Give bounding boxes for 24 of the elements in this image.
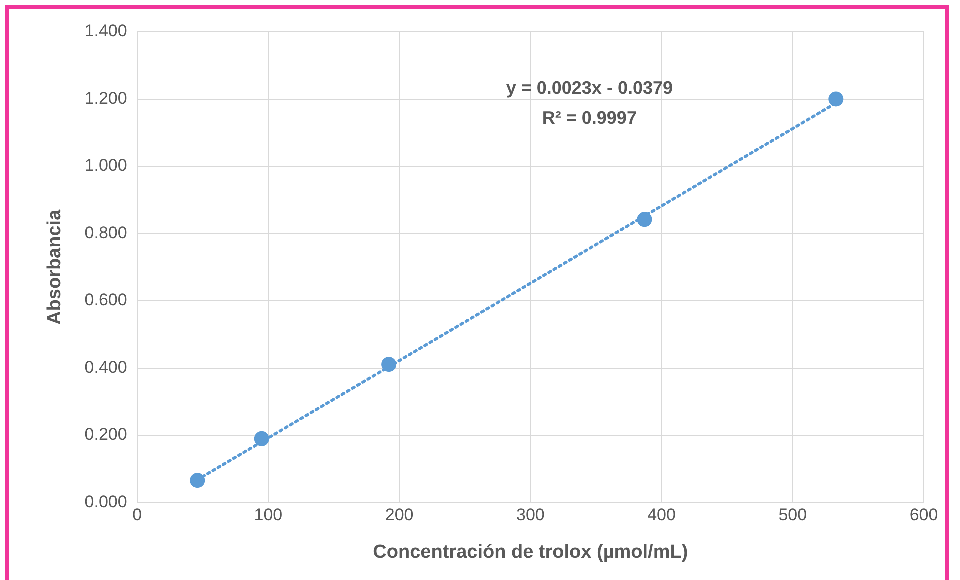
point: [254, 431, 270, 446]
y-tick-label: 1.400: [84, 22, 128, 41]
x-tick-label: 400: [648, 506, 676, 525]
y-tick-label: 0.000: [84, 492, 128, 512]
point: [637, 212, 652, 228]
point: [382, 357, 397, 372]
x-tick-label: 200: [385, 506, 414, 525]
y-tick-label: 0.800: [84, 223, 128, 242]
x-tick-label: 0: [132, 506, 142, 525]
y-tick-label: 1.000: [84, 156, 128, 176]
x-tick-label: 100: [254, 506, 283, 525]
y-tick-label: 1.200: [84, 88, 128, 108]
annotation: y = 0.0023x - 0.0379: [506, 78, 673, 98]
annotation: R² = 0.9997: [542, 108, 637, 128]
y-tick-label: 0.600: [84, 290, 128, 310]
y-axis-title: Absorbancia: [44, 209, 66, 325]
y-tick-label: 0.400: [84, 358, 128, 377]
y-tick-label: 0.200: [84, 425, 128, 444]
point: [190, 473, 206, 488]
x-axis-title: Concentración de trolox (µmol/mL): [373, 542, 688, 563]
x-tick-label: 600: [910, 506, 938, 525]
x-tick-label: 300: [516, 506, 545, 525]
x-tick-label: 500: [778, 506, 808, 525]
point: [828, 92, 844, 107]
